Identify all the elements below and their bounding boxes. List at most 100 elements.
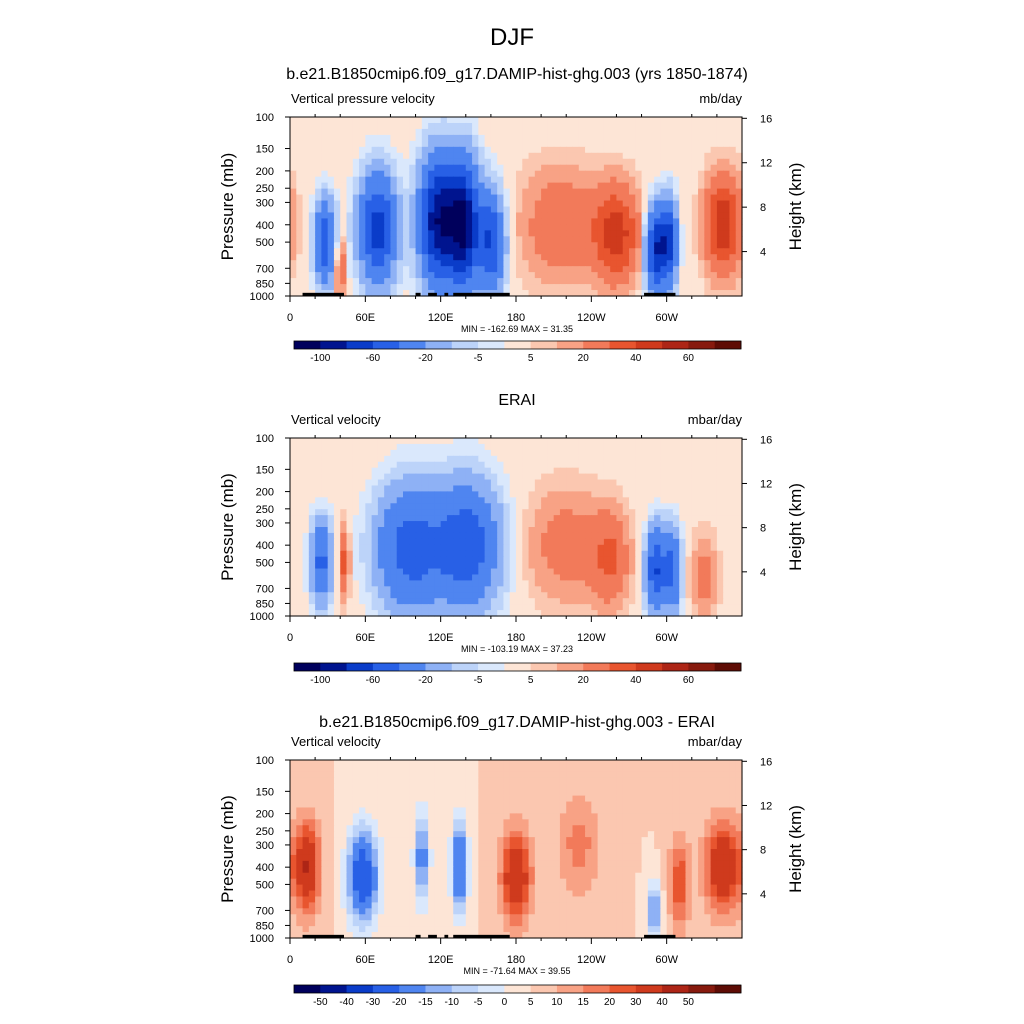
heatmap-cell: [528, 224, 536, 231]
heatmap-cell: [541, 176, 548, 184]
heatmap-cell: [534, 134, 542, 142]
heatmap-cell: [685, 128, 693, 136]
heatmap-cell: [434, 485, 442, 492]
heatmap-cell: [453, 206, 461, 214]
heatmap-cell: [384, 266, 392, 273]
heatmap-cell: [698, 527, 705, 534]
heatmap-cell: [377, 152, 385, 160]
heatmap-cell: [647, 146, 655, 154]
heatmap-cell: [629, 152, 636, 160]
heatmap-cell: [315, 485, 322, 492]
colorbar-label: 20: [578, 353, 590, 364]
heatmap-cell: [390, 568, 398, 576]
heatmap-cell: [377, 556, 385, 564]
heatmap-cell: [503, 479, 511, 487]
heatmap-cell: [340, 765, 348, 773]
heatmap-cell: [421, 789, 429, 797]
heatmap-cell: [553, 532, 561, 540]
heatmap-cell: [685, 438, 693, 445]
heatmap-cell: [641, 254, 649, 261]
heatmap-cell: [597, 164, 605, 172]
heatmap-cell: [547, 515, 555, 522]
heatmap-cell: [716, 134, 724, 142]
colorbar-label: 5: [528, 675, 534, 686]
heatmap-cell: [446, 562, 454, 570]
heatmap-cell: [403, 117, 410, 124]
heatmap-cell: [509, 188, 517, 196]
heatmap-cell: [415, 443, 423, 451]
heatmap-cell: [409, 212, 417, 220]
heatmap-cell: [308, 140, 316, 148]
heatmap-cell: [591, 610, 599, 617]
heatmap-cell: [698, 610, 705, 617]
heatmap-cell: [553, 598, 561, 605]
heatmap-cell: [622, 284, 630, 291]
heatmap-cell: [315, 254, 322, 261]
heatmap-cell: [553, 206, 561, 214]
heatmap-cell: [327, 485, 335, 492]
heatmap-cell: [685, 134, 693, 142]
heatmap-cell: [352, 515, 360, 522]
heatmap-cell: [484, 122, 492, 130]
heatmap-cell: [553, 152, 561, 160]
heatmap-cell: [327, 188, 335, 196]
heatmap-cell: [698, 188, 705, 196]
heatmap-cell: [616, 117, 624, 124]
colorbar-swatch: [504, 341, 532, 349]
heatmap-cell: [308, 248, 316, 255]
heatmap-cell: [346, 604, 354, 611]
heatmap-cell: [327, 194, 335, 202]
heatmap-cell: [534, 284, 542, 291]
heatmap-cell: [547, 140, 555, 148]
heatmap-cell: [390, 443, 398, 451]
heatmap-cell: [522, 260, 530, 267]
heatmap-cell: [440, 266, 448, 273]
heatmap-cell: [572, 479, 580, 487]
heatmap-cell: [415, 580, 423, 587]
heatmap-cell: [384, 438, 392, 445]
heatmap-cell: [333, 491, 341, 498]
heatmap-cell: [428, 586, 435, 593]
heatmap-cell: [516, 242, 523, 249]
heatmap-cell: [691, 479, 699, 487]
heatmap-cell: [629, 521, 636, 528]
heatmap-cell: [666, 491, 674, 498]
heatmap-cell: [528, 170, 536, 178]
heatmap-cell: [647, 610, 655, 617]
heatmap-cell: [603, 765, 611, 773]
heatmap-cell: [622, 592, 630, 599]
heatmap-cell: [453, 532, 461, 540]
heatmap-cell: [522, 290, 530, 297]
heatmap-cell: [509, 515, 517, 522]
heatmap-cell: [597, 771, 605, 779]
heatmap-cell: [352, 194, 360, 202]
heatmap-cell: [641, 592, 649, 599]
heatmap-cell: [453, 515, 461, 522]
heatmap-cell: [296, 449, 304, 457]
heatmap-cell: [421, 509, 429, 516]
heatmap-cell: [390, 544, 398, 552]
heatmap-cell: [509, 461, 517, 469]
heatmap-cell: [371, 194, 379, 202]
heatmap-cell: [415, 568, 423, 576]
heatmap-cell: [352, 580, 360, 587]
heatmap-cell: [308, 610, 316, 617]
heatmap-cell: [384, 455, 392, 463]
heatmap-cell: [403, 544, 410, 552]
heatmap-cell: [352, 586, 360, 593]
heatmap-cell: [597, 212, 605, 220]
colorbar-swatch: [320, 663, 347, 671]
heatmap-cell: [428, 176, 435, 184]
heatmap-cell: [660, 521, 668, 528]
heatmap-cell: [308, 194, 316, 202]
heatmap-cell: [710, 586, 718, 593]
heatmap-cell: [654, 491, 661, 498]
heatmap-cell: [315, 200, 322, 208]
heatmap-cell: [559, 206, 567, 214]
heatmap-cell: [352, 485, 360, 492]
heatmap-cell: [472, 461, 479, 469]
heatmap-cell: [371, 491, 379, 498]
heatmap-cell: [390, 128, 398, 136]
heatmap-cell: [578, 455, 586, 463]
heatmap-cell: [465, 527, 473, 534]
